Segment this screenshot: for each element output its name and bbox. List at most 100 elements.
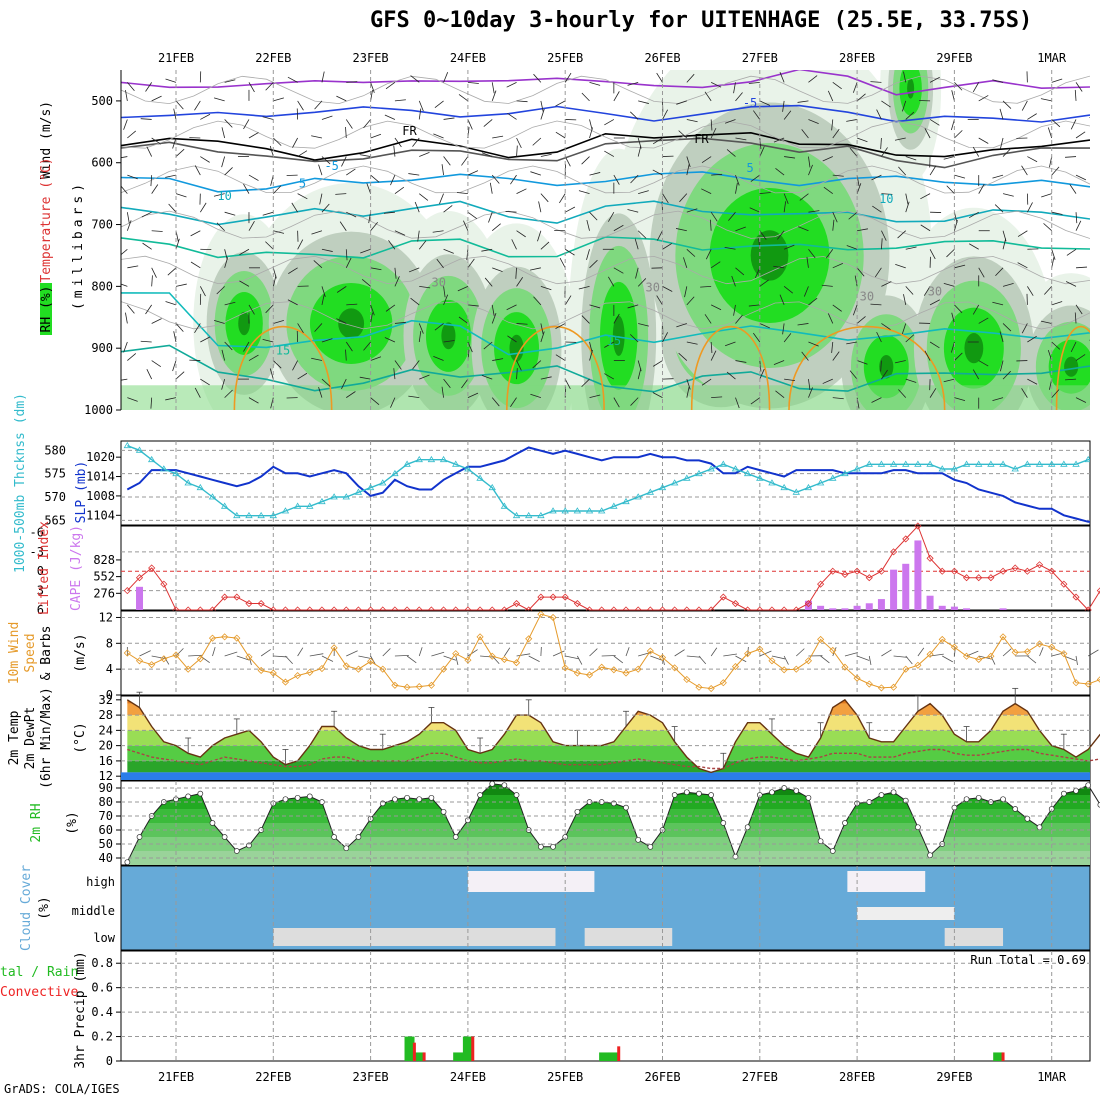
rh-band-95 xyxy=(338,308,365,339)
wind-barb xyxy=(679,193,688,203)
wind-speed-marker xyxy=(561,664,569,672)
wind-barb xyxy=(1066,248,1077,256)
wind-barb xyxy=(972,82,980,93)
wind-barb xyxy=(410,297,420,306)
wind-barb-10m xyxy=(455,655,459,665)
wind-barb xyxy=(491,82,495,94)
wind-speed-marker xyxy=(658,653,667,662)
wind-barb xyxy=(759,368,765,380)
precip-total-bar xyxy=(608,1052,619,1061)
wind-speed-marker xyxy=(768,657,776,665)
wind-barb xyxy=(458,94,469,102)
rh-marker xyxy=(1036,824,1043,831)
thickness-marker xyxy=(658,483,667,491)
wind-barb xyxy=(313,260,323,269)
wind-barb xyxy=(905,334,915,343)
wind-barb xyxy=(783,193,789,204)
wind-barb xyxy=(419,152,430,157)
cloud-high-block xyxy=(847,871,926,892)
wind-barb xyxy=(929,341,940,349)
wind-speed-marker xyxy=(877,684,885,692)
wind-speed-marker xyxy=(184,665,192,673)
wind-barb xyxy=(314,100,323,110)
wind-barb xyxy=(346,81,358,83)
wind-barb xyxy=(194,387,201,398)
rh-marker xyxy=(647,843,654,850)
wind-barb xyxy=(881,238,883,250)
wind-barb xyxy=(1047,127,1053,139)
bottom-date-label: 23FEB xyxy=(353,1070,389,1084)
wind-barb xyxy=(972,304,980,315)
temperature-band xyxy=(127,745,1090,761)
wind-barb xyxy=(905,378,917,383)
wind-speed-marker xyxy=(841,663,849,671)
thickness-marker xyxy=(634,493,642,500)
top-date-label: 1MAR xyxy=(1037,51,1067,65)
wind-barb-10m xyxy=(577,655,583,665)
wind-barb xyxy=(441,386,444,398)
thickness-marker xyxy=(160,465,168,472)
isotherm-contour xyxy=(121,70,1090,96)
wind-speed-marker xyxy=(464,656,472,664)
wind-barb xyxy=(613,224,624,232)
wind-barb-10m xyxy=(565,655,579,660)
wind-speed-marker xyxy=(257,666,265,675)
wind-speed-marker xyxy=(525,635,533,643)
wind-barb xyxy=(121,248,128,256)
rh-marker xyxy=(683,789,690,796)
axis-tick-label: 1000 xyxy=(84,403,113,417)
cape-bar xyxy=(817,605,825,610)
wind-barb xyxy=(832,82,842,90)
wind-barb xyxy=(168,203,177,213)
wind-barb xyxy=(871,174,882,181)
wind-speed-marker xyxy=(585,671,594,679)
wind-barb xyxy=(262,116,274,120)
wind-barb xyxy=(1000,360,1004,372)
wind-barb-10m xyxy=(881,649,892,657)
wind-barb xyxy=(735,314,743,324)
thickness-axis-label: 1000-500mb Thcknss (dm) xyxy=(13,393,28,573)
wind-barb xyxy=(481,248,493,252)
wind-barb xyxy=(613,313,620,324)
wind-barb xyxy=(311,135,323,139)
wind-barb-10m xyxy=(698,655,707,665)
wind-barb xyxy=(533,296,542,306)
cape-bar xyxy=(963,608,971,610)
wind-barb xyxy=(297,100,304,111)
wind-speed-marker xyxy=(294,672,302,680)
wind-speed-marker xyxy=(1035,640,1044,648)
wind-barb xyxy=(808,379,811,391)
wind-barb xyxy=(433,133,444,139)
wind-barb xyxy=(1027,113,1037,120)
rh-marker xyxy=(963,796,970,803)
wind-speed-marker xyxy=(962,652,971,660)
lifted-index-marker xyxy=(1011,564,1019,572)
wind-barb xyxy=(243,183,250,194)
wind-barb xyxy=(978,360,989,367)
rh-marker xyxy=(124,859,131,866)
wind-barb xyxy=(516,145,518,157)
wind-barb xyxy=(121,378,128,381)
wind-barb xyxy=(954,174,966,179)
wind-barb-10m xyxy=(686,655,701,658)
thickness-marker xyxy=(184,479,192,486)
wind-barb xyxy=(1044,286,1052,295)
rh-marker xyxy=(416,796,423,803)
wind-barb xyxy=(735,182,738,194)
wind-barb xyxy=(832,212,838,223)
wind-barb xyxy=(151,137,162,145)
wind-barb xyxy=(874,267,882,278)
wind-speed-marker xyxy=(452,650,460,658)
wind-barb-10m xyxy=(844,652,858,657)
wind-barb xyxy=(683,257,688,268)
thickness-marker xyxy=(743,469,752,477)
wind-barb-10m xyxy=(613,655,624,664)
thickness-marker xyxy=(427,455,436,463)
wind-barb xyxy=(613,174,620,185)
wind-barb xyxy=(686,296,695,306)
rh-marker xyxy=(744,824,751,831)
rh-marker xyxy=(793,787,800,794)
wind-barb xyxy=(871,397,882,403)
wind-barb xyxy=(924,128,931,139)
chart-title: GFS 0~10day 3-hourly for UITENHAGE (25.5… xyxy=(370,8,1033,33)
